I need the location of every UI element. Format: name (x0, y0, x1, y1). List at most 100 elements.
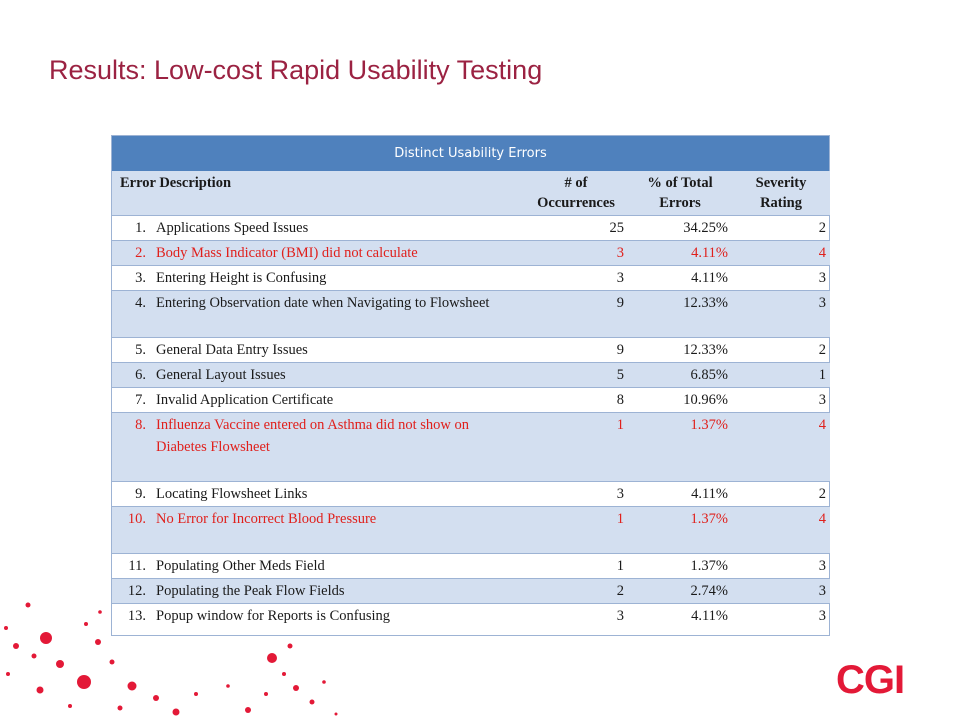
row-number: 4. (112, 290, 152, 338)
col-header-percent-line2: Errors (659, 195, 701, 211)
table-row: 9. Locating Flowsheet Links 3 4.11% 2 (112, 481, 831, 507)
row-occurrences: 25 (524, 215, 629, 241)
decorative-dot (172, 708, 180, 716)
row-severity: 3 (732, 290, 831, 338)
row-occurrences: 1 (524, 506, 629, 554)
row-percent: 4.11% (628, 240, 733, 266)
row-occurrences: 3 (524, 603, 629, 628)
slide-title: Results: Low-cost Rapid Usability Testin… (49, 55, 543, 85)
col-header-description: Error Description (112, 171, 525, 216)
row-severity: 2 (732, 481, 831, 507)
row-percent: 12.33% (628, 337, 733, 363)
row-description: Populating Other Meds Field (152, 553, 525, 579)
row-severity: 3 (732, 603, 831, 628)
row-description: Entering Height is Confusing (152, 265, 525, 291)
decorative-dot (293, 685, 299, 691)
row-number: 6. (112, 362, 152, 388)
decorative-dot (40, 632, 52, 644)
decorative-dot (309, 699, 315, 705)
decorative-dot (77, 675, 91, 689)
row-description: Populating the Peak Flow Fields (152, 578, 525, 604)
row-description: Popup window for Reports is Confusing (152, 603, 525, 628)
row-description: General Layout Issues (152, 362, 525, 388)
row-severity: 3 (732, 387, 831, 413)
col-header-occurrences-line2: Occurrences (537, 195, 615, 211)
decorative-dot (84, 622, 88, 626)
decorative-dot-pattern (4, 602, 338, 716)
row-number: 9. (112, 481, 152, 507)
table-row: 6. General Layout Issues 5 6.85% 1 (112, 362, 831, 388)
row-description: General Data Entry Issues (152, 337, 525, 363)
row-number: 2. (112, 240, 152, 266)
row-occurrences: 3 (524, 265, 629, 291)
row-occurrences: 9 (524, 337, 629, 363)
decorative-dot (95, 639, 101, 645)
row-percent: 10.96% (628, 387, 733, 413)
row-severity: 4 (732, 240, 831, 266)
decorative-dot (334, 712, 338, 716)
row-occurrences: 8 (524, 387, 629, 413)
row-percent: 4.11% (628, 481, 733, 507)
row-severity: 4 (732, 506, 831, 554)
decorative-dot (98, 610, 102, 614)
table-row: 4. Entering Observation date when Naviga… (112, 290, 831, 338)
row-percent: 1.37% (628, 412, 733, 482)
row-description: Entering Observation date when Navigatin… (152, 290, 525, 338)
row-severity: 4 (732, 412, 831, 482)
decorative-dot (4, 626, 8, 630)
row-number: 11. (112, 553, 152, 579)
col-header-severity-line2: Rating (760, 195, 802, 211)
row-number: 13. (112, 603, 152, 628)
table-header-row: Error Description # of Occurrences % of T… (112, 171, 831, 216)
col-header-description-label: Error Description (120, 175, 232, 191)
row-severity: 2 (732, 215, 831, 241)
row-percent: 1.37% (628, 553, 733, 579)
decorative-dot (282, 672, 286, 676)
row-description: Body Mass Indicator (BMI) did not calcul… (152, 240, 525, 266)
table-row: 3. Entering Height is Confusing 3 4.11% … (112, 265, 831, 291)
decorative-dot (194, 692, 198, 696)
row-number: 5. (112, 337, 152, 363)
row-number: 1. (112, 215, 152, 241)
decorative-dot (127, 681, 137, 691)
row-occurrences: 3 (524, 481, 629, 507)
row-percent: 4.11% (628, 603, 733, 628)
row-occurrences: 3 (524, 240, 629, 266)
col-header-occurrences-line1: # of (564, 175, 588, 191)
table-row: 7. Invalid Application Certificate 8 10.… (112, 387, 831, 413)
row-occurrences: 2 (524, 578, 629, 604)
row-percent: 1.37% (628, 506, 733, 554)
row-occurrences: 9 (524, 290, 629, 338)
table-row: 13. Popup window for Reports is Confusin… (112, 603, 831, 628)
decorative-dot (264, 692, 268, 696)
row-severity: 3 (732, 578, 831, 604)
col-header-severity: Severity Rating (732, 171, 831, 216)
row-percent: 2.74% (628, 578, 733, 604)
row-occurrences: 5 (524, 362, 629, 388)
row-percent: 6.85% (628, 362, 733, 388)
row-description: Locating Flowsheet Links (152, 481, 525, 507)
row-occurrences: 1 (524, 553, 629, 579)
table-row: 2. Body Mass Indicator (BMI) did not cal… (112, 240, 831, 266)
row-description: Applications Speed Issues (152, 215, 525, 241)
decorative-dot (13, 643, 19, 649)
table-row: 10. No Error for Incorrect Blood Pressur… (112, 506, 831, 554)
row-severity: 3 (732, 265, 831, 291)
table-row: 11. Populating Other Meds Field 1 1.37% … (112, 553, 831, 579)
errors-table: Error Description # of Occurrences % of T… (112, 171, 831, 628)
table-row: 5. General Data Entry Issues 9 12.33% 2 (112, 337, 831, 363)
table-row: 1. Applications Speed Issues 25 34.25% 2 (112, 215, 831, 241)
decorative-dot (117, 705, 123, 711)
row-severity: 2 (732, 337, 831, 363)
row-percent: 34.25% (628, 215, 733, 241)
row-severity: 3 (732, 553, 831, 579)
row-severity: 1 (732, 362, 831, 388)
row-number: 8. (112, 412, 152, 482)
table-caption: Distinct Usability Errors (112, 136, 829, 171)
decorative-dot (36, 686, 44, 694)
col-header-percent-line1: % of Total (647, 175, 713, 191)
decorative-dot (31, 653, 37, 659)
cgi-logo: CGI (836, 658, 905, 702)
decorative-dot (245, 707, 251, 713)
row-description: Influenza Vaccine entered on Asthma did … (152, 412, 525, 482)
